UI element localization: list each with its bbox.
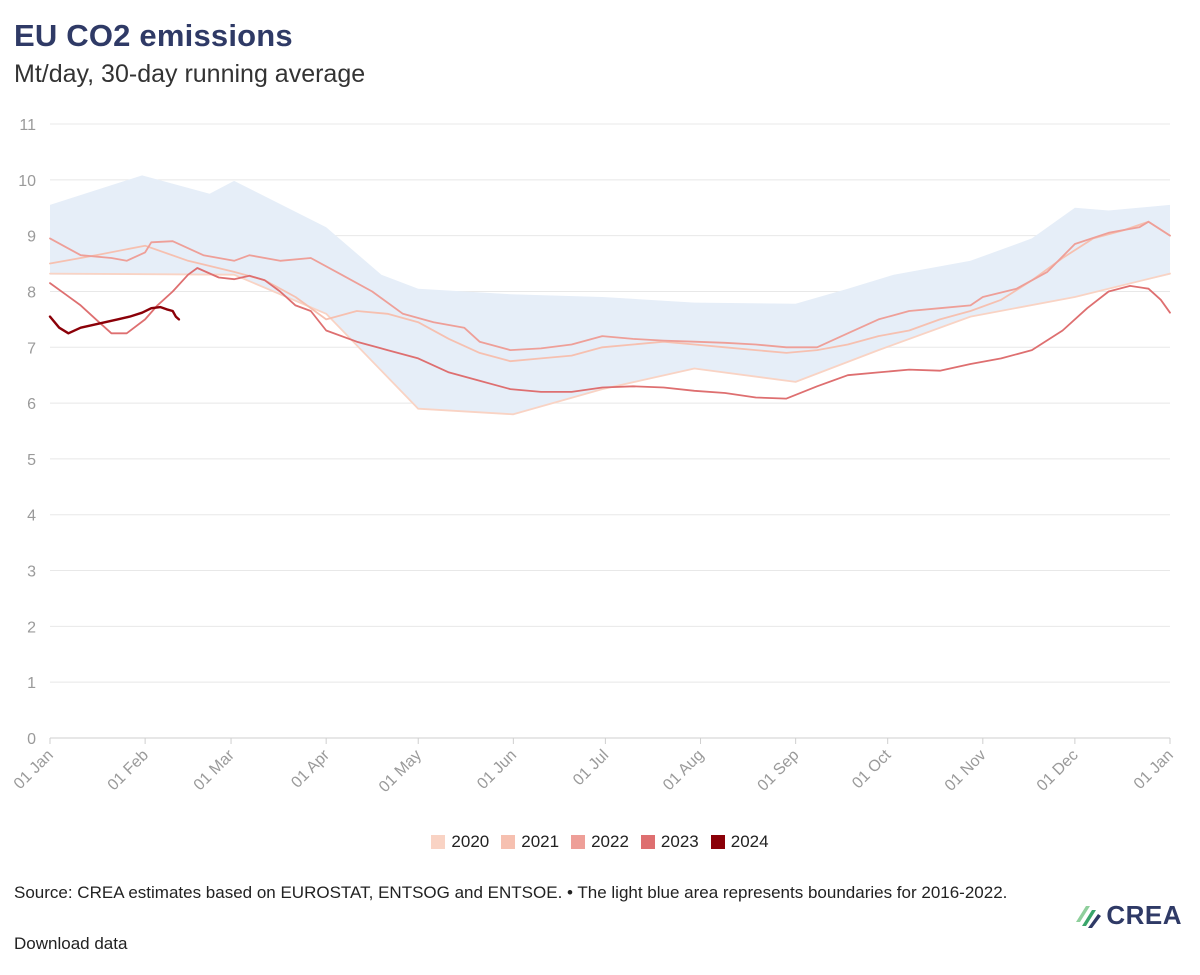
legend-swatch xyxy=(571,835,586,849)
legend-item-2023[interactable]: 2023 xyxy=(640,832,699,852)
x-tick-label: 01 Dec xyxy=(1034,747,1082,795)
legend-label: 2022 xyxy=(591,832,629,851)
x-tick-label: 01 Jun xyxy=(474,747,520,793)
y-tick-label: 1 xyxy=(27,675,36,692)
series-line-2024 xyxy=(48,305,181,335)
x-tick-label: 01 Apr xyxy=(288,746,333,791)
legend-label: 2023 xyxy=(660,832,699,851)
legend-item-2022[interactable]: 2022 xyxy=(571,832,629,852)
chart-legend: 2020 2021 2022 2023 2024 xyxy=(0,832,1200,852)
download-data-link[interactable]: Download data xyxy=(14,934,128,953)
source-note: Source: CREA estimates based on EUROSTAT… xyxy=(14,883,1008,902)
y-tick-label: 2 xyxy=(27,619,36,636)
y-tick-label: 11 xyxy=(19,117,36,134)
chart-subtitle: Mt/day, 30-day running average xyxy=(14,60,366,88)
y-tick-label: 3 xyxy=(27,564,36,581)
legend-swatch xyxy=(431,835,446,849)
x-tick-label: 01 Jan xyxy=(11,747,57,793)
x-tick-label: 01 May xyxy=(376,747,425,796)
legend-swatch xyxy=(501,835,516,849)
legend-label: 2020 xyxy=(451,832,490,851)
chart-plot: 0 1 2 3 4 5 6 7 8 9 10 11 01 Jan 01 Feb 01 Mar 01 Apr 01… xyxy=(11,117,1177,796)
series-line-2023 xyxy=(49,267,1171,400)
x-tick-label: 01 Feb xyxy=(105,747,152,794)
y-tick-label: 9 xyxy=(27,229,36,246)
x-tick-label: 01 Aug xyxy=(660,747,707,794)
y-tick-label: 4 xyxy=(27,508,36,525)
range-band-2016-2022 xyxy=(50,175,1170,415)
legend-item-2020[interactable]: 2020 xyxy=(431,832,489,852)
y-tick-label: 6 xyxy=(27,396,36,413)
legend-item-2024[interactable]: 2024 xyxy=(710,832,769,852)
series-line-2022 xyxy=(49,220,1171,351)
y-tick-label: 0 xyxy=(27,731,36,748)
crea-logo-icon xyxy=(1076,905,1102,928)
y-tick-label: 7 xyxy=(27,340,36,357)
x-tick-label: 01 Jan xyxy=(1131,747,1177,793)
x-tick-label: 01 Mar xyxy=(191,746,239,794)
x-tick-label: 01 Jul xyxy=(570,747,612,789)
x-tick-label: 01 Sep xyxy=(755,747,803,795)
y-tick-label: 5 xyxy=(27,452,36,469)
legend-item-2021[interactable]: 2021 xyxy=(501,832,559,852)
x-tick-label: 01 Nov xyxy=(942,747,990,795)
x-tick-label: 01 Oct xyxy=(849,746,895,792)
legend-swatch xyxy=(710,835,725,849)
chart-title: EU CO2 emissions xyxy=(14,18,293,53)
y-tick-label: 10 xyxy=(18,173,36,190)
legend-label: 2021 xyxy=(521,832,560,851)
crea-logo: CREA xyxy=(1074,900,1182,931)
legend-swatch xyxy=(640,835,655,849)
crea-logo-text: CREA xyxy=(1106,900,1182,930)
legend-label: 2024 xyxy=(730,832,769,851)
y-tick-label: 8 xyxy=(27,284,36,301)
series-line-2021 xyxy=(49,220,1171,363)
